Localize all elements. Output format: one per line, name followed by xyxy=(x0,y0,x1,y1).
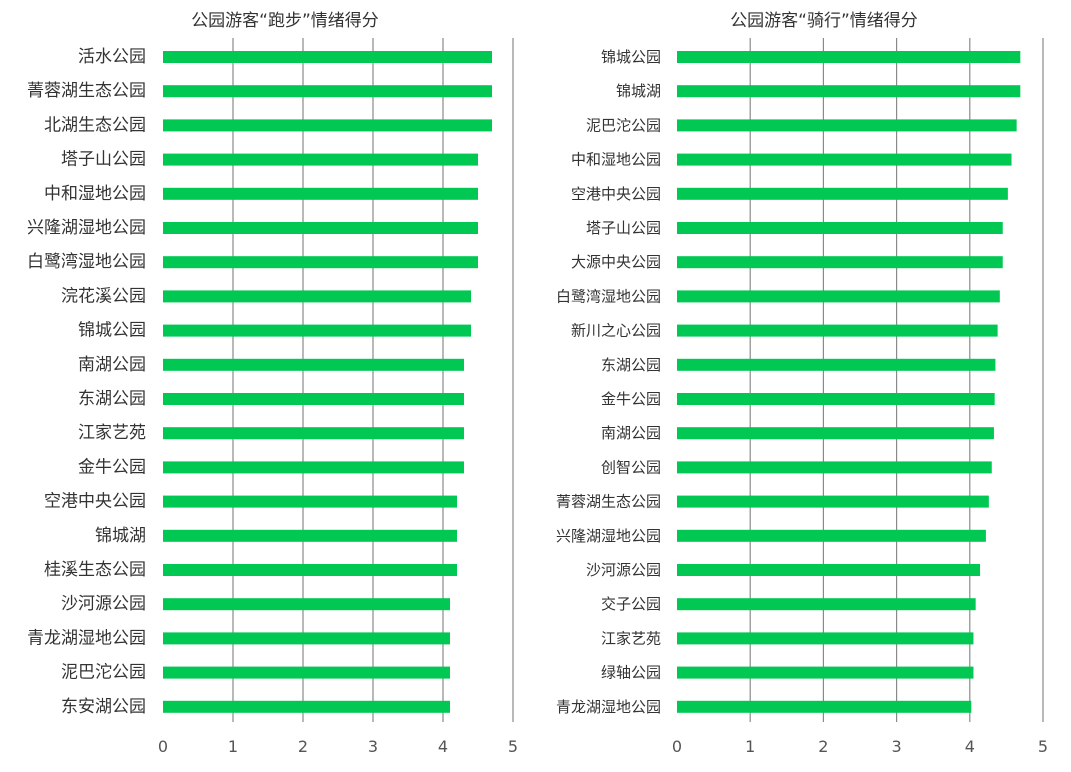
cycling-bar xyxy=(677,495,989,508)
running-category-label: 白鹭湾湿地公园 xyxy=(27,252,146,272)
running-category-label: 江家艺苑 xyxy=(78,423,146,443)
cycling-category-label: 中和湿地公园 xyxy=(571,151,661,169)
running-x-tick-label: 0 xyxy=(158,737,168,756)
cycling-bar xyxy=(677,427,994,440)
cycling-x-tick-label: 2 xyxy=(818,737,828,756)
cycling-bar xyxy=(677,393,995,405)
running-category-label: 塔子山公园 xyxy=(61,150,146,170)
cycling-category-label: 金牛公园 xyxy=(601,390,661,408)
running-bar xyxy=(163,632,450,645)
cycling-category-label: 空港中央公园 xyxy=(571,185,661,203)
running-bar xyxy=(163,51,492,63)
cycling-category-label: 沙河源公园 xyxy=(586,561,661,579)
cycling-category-label: 东湖公园 xyxy=(601,356,661,374)
running-category-label: 锦城湖 xyxy=(95,526,146,546)
cycling-bar xyxy=(677,666,974,679)
running-bar xyxy=(163,358,464,371)
running-bar xyxy=(163,290,471,303)
running-bar xyxy=(163,700,450,713)
running-category-label: 兴隆湖湿地公园 xyxy=(27,218,146,238)
chart-title-cycling: 公园游客“骑行”情绪得分 xyxy=(730,11,918,31)
cycling-category-label: 白鹭湾湿地公园 xyxy=(556,287,661,305)
cycling-bar xyxy=(677,564,981,576)
running-bar xyxy=(163,461,464,474)
cycling-category-label: 创智公园 xyxy=(601,458,661,476)
cycling-bar xyxy=(677,324,998,337)
running-bar xyxy=(163,187,478,200)
cycling-category-label: 新川之心公园 xyxy=(571,322,661,340)
cycling-bar xyxy=(677,187,1008,200)
running-bar xyxy=(163,119,492,132)
running-bar xyxy=(163,393,464,405)
running-category-label: 南湖公园 xyxy=(78,355,146,375)
running-category-label: 青龙湖湿地公园 xyxy=(27,628,146,648)
cycling-category-label: 青龙湖湿地公园 xyxy=(556,698,661,716)
cycling-x-tick-label: 1 xyxy=(745,737,755,756)
cycling-bar xyxy=(677,461,992,474)
cycling-bar xyxy=(677,358,996,371)
running-category-label: 泥巴沱公园 xyxy=(61,663,146,683)
running-category-label: 空港中央公园 xyxy=(44,492,146,512)
cycling-bar xyxy=(677,632,974,645)
running-category-label: 浣花溪公园 xyxy=(61,286,146,306)
cycling-category-label: 江家艺苑 xyxy=(601,629,661,647)
running-category-label: 中和湿地公园 xyxy=(44,184,146,204)
cycling-category-label: 菁蓉湖生态公园 xyxy=(556,493,661,511)
running-bar xyxy=(163,222,478,234)
cycling-category-label: 交子公园 xyxy=(601,595,661,613)
running-category-label: 菁蓉湖生态公园 xyxy=(27,81,146,101)
cycling-bar xyxy=(677,256,1003,269)
running-category-label: 沙河源公园 xyxy=(61,594,146,614)
running-category-label: 北湖生态公园 xyxy=(44,115,146,135)
cycling-category-label: 锦城湖 xyxy=(616,82,661,100)
cycling-category-label: 泥巴沱公园 xyxy=(586,116,661,134)
running-bar xyxy=(163,153,478,166)
cycling-bar xyxy=(677,51,1021,63)
cycling-category-label: 塔子山公园 xyxy=(586,219,661,237)
cycling-category-label: 锦城公园 xyxy=(601,48,661,66)
running-score-chart: 公园游客“跑步”情绪得分 活水公园菁蓉湖生态公园北湖生态公园塔子山公园中和湿地公… xyxy=(27,11,518,756)
running-bar xyxy=(163,85,492,98)
cycling-bar xyxy=(677,529,986,542)
cycling-bar xyxy=(677,119,1017,132)
running-category-label: 桂溪生态公园 xyxy=(44,560,146,580)
running-bar xyxy=(163,598,450,611)
cycling-bar xyxy=(677,598,976,611)
running-category-label: 锦城公园 xyxy=(78,321,146,341)
running-x-tick-label: 1 xyxy=(228,737,238,756)
running-x-tick-label: 5 xyxy=(508,737,518,756)
chart-title-running: 公园游客“跑步”情绪得分 xyxy=(191,11,379,31)
cycling-bar xyxy=(677,153,1012,166)
cycling-x-tick-label: 0 xyxy=(672,737,682,756)
running-bar xyxy=(163,324,471,337)
running-category-label: 活水公园 xyxy=(78,47,146,67)
running-bar xyxy=(163,666,450,679)
running-category-label: 东湖公园 xyxy=(78,389,146,409)
cycling-score-chart: 公园游客“骑行”情绪得分 锦城公园锦城湖泥巴沱公园中和湿地公园空港中央公园塔子山… xyxy=(556,11,1048,756)
running-x-tick-label: 4 xyxy=(438,737,448,756)
running-x-tick-label: 3 xyxy=(368,737,378,756)
running-bar xyxy=(163,256,478,269)
cycling-category-label: 兴隆湖湿地公园 xyxy=(556,527,661,545)
cycling-bar xyxy=(677,700,972,713)
running-bar xyxy=(163,529,457,542)
running-bar xyxy=(163,427,464,440)
cycling-x-tick-label: 4 xyxy=(965,737,975,756)
running-bar xyxy=(163,564,457,576)
cycling-category-label: 南湖公园 xyxy=(601,424,661,442)
running-x-tick-label: 2 xyxy=(298,737,308,756)
running-bar xyxy=(163,495,457,508)
running-category-label: 金牛公园 xyxy=(78,457,146,477)
cycling-x-tick-label: 3 xyxy=(892,737,902,756)
cycling-bar xyxy=(677,222,1003,234)
cycling-category-label: 大源中央公园 xyxy=(571,253,661,271)
cycling-bar xyxy=(677,85,1021,98)
running-category-label: 东安湖公园 xyxy=(61,697,146,717)
cycling-x-tick-label: 5 xyxy=(1038,737,1048,756)
cycling-bar xyxy=(677,290,1000,303)
cycling-category-label: 绿轴公园 xyxy=(601,664,661,682)
